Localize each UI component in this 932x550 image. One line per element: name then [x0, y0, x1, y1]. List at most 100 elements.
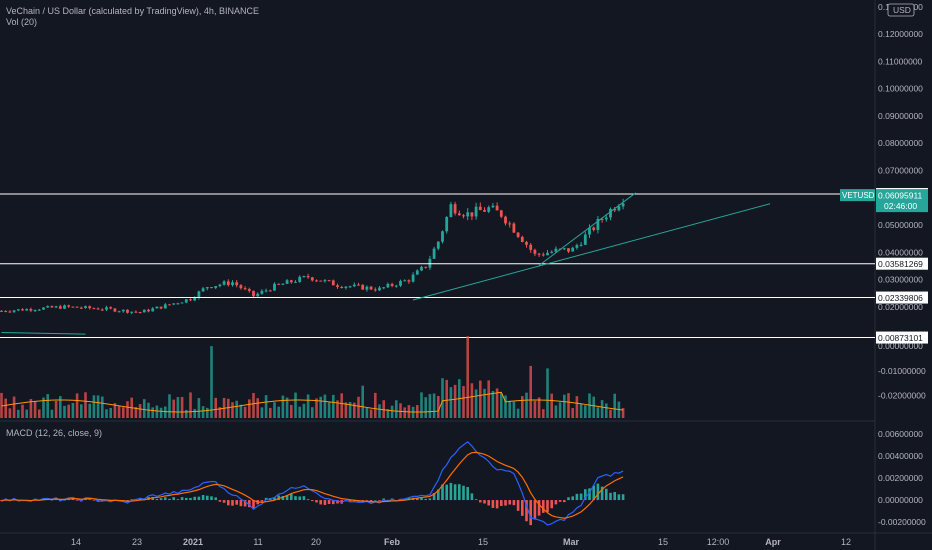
candle — [121, 309, 125, 312]
candle — [533, 249, 537, 254]
candle — [163, 304, 167, 309]
macd-histogram-bar — [550, 500, 553, 509]
volume-bar — [25, 409, 28, 418]
volume-bar — [332, 394, 335, 418]
candle — [67, 305, 71, 307]
candle — [4, 310, 8, 312]
macd-histogram-bar — [441, 484, 444, 501]
macd-histogram-bar — [168, 498, 171, 501]
volume-bar — [420, 392, 423, 418]
volume-bar — [75, 393, 79, 418]
signal-line — [1, 451, 624, 519]
candle — [575, 245, 579, 248]
volume-bar — [113, 403, 117, 418]
level-price-box — [876, 331, 928, 344]
volume-bar — [231, 402, 234, 418]
candle — [63, 305, 66, 309]
volume-bar — [558, 402, 562, 418]
volume-bar — [441, 378, 444, 418]
candle — [445, 217, 449, 232]
volume-bar — [537, 397, 541, 418]
macd-histogram-bar — [294, 496, 297, 501]
volume-bar — [605, 403, 608, 418]
macd-histogram-bar — [327, 500, 331, 504]
candle — [537, 253, 541, 255]
candle — [0, 310, 3, 312]
macd-histogram-bar — [155, 498, 159, 501]
macd-histogram-bar — [281, 496, 285, 501]
macd-histogram-bar — [75, 500, 79, 501]
macd-histogram-bar — [172, 497, 175, 501]
macd-group — [0, 482, 625, 526]
candle — [172, 303, 176, 305]
candle — [176, 303, 180, 305]
macd-histogram-bar — [348, 500, 352, 503]
macd-histogram-bar — [525, 500, 528, 522]
candle — [33, 310, 37, 312]
candle — [403, 280, 407, 282]
volume-bar — [260, 407, 264, 418]
macd-histogram-bar — [584, 489, 587, 501]
volume-bar — [365, 407, 369, 418]
macd-histogram-bar — [277, 495, 280, 501]
volume-bar — [138, 404, 142, 418]
volume-bar — [302, 403, 306, 418]
volume-bar — [210, 346, 213, 418]
candle — [340, 286, 344, 288]
macd-histogram-bar — [416, 498, 419, 501]
volume-bar — [67, 404, 70, 418]
volume-bar — [445, 379, 448, 418]
volume-bar — [96, 395, 100, 418]
candle — [302, 276, 306, 278]
volume-bar — [168, 394, 171, 418]
candle — [231, 282, 234, 286]
symbol-title: VeChain / US Dollar (calculated by Tradi… — [6, 6, 259, 16]
macd-histogram-bar — [542, 500, 545, 513]
currency-badge — [887, 3, 915, 17]
candle — [331, 280, 335, 286]
volume-bar — [134, 407, 138, 418]
trendline — [1, 331, 86, 335]
macd-histogram-bar — [470, 493, 474, 501]
macd-histogram-bar — [609, 492, 612, 501]
volume-bar — [206, 407, 209, 418]
volume-bar — [235, 400, 238, 418]
candle — [96, 308, 100, 310]
volume-bar — [621, 408, 625, 418]
macd-histogram-bar — [605, 488, 608, 501]
volume-bar — [92, 395, 96, 418]
candle — [130, 311, 134, 313]
candle — [126, 309, 129, 313]
candle — [495, 205, 499, 211]
volume-bar — [399, 403, 402, 418]
volume-bar — [38, 409, 41, 418]
candle — [58, 306, 62, 309]
volume-bar — [117, 405, 121, 418]
volume-bar — [159, 407, 163, 418]
macd-histogram-bar — [483, 500, 486, 504]
candle — [327, 280, 331, 282]
candle — [592, 227, 596, 230]
candle — [138, 312, 142, 314]
time-axis-tick: 15 — [478, 537, 488, 547]
candle — [621, 203, 625, 207]
macd-histogram-bar — [495, 500, 499, 509]
volume-bar — [424, 397, 427, 418]
candle — [289, 280, 293, 283]
volume-bar — [609, 409, 612, 418]
macd-histogram-bar — [474, 499, 478, 501]
macd-histogram-bar — [222, 500, 226, 503]
candle — [239, 285, 243, 289]
macd-histogram-bar — [374, 500, 377, 501]
volume-bar — [0, 392, 3, 418]
volume-bar — [487, 380, 490, 418]
macd-axis-tick: 0.00000000 — [878, 495, 923, 505]
macd-histogram-bar — [592, 485, 595, 501]
volume-bar — [529, 365, 532, 418]
price-axis-tick: 0.08000000 — [878, 138, 923, 148]
price-axis-tick: 0.04000000 — [878, 247, 923, 257]
price-axis-tick: 0.10000000 — [878, 84, 923, 94]
volume-bar — [197, 398, 201, 418]
macd-histogram-bar — [273, 497, 276, 501]
